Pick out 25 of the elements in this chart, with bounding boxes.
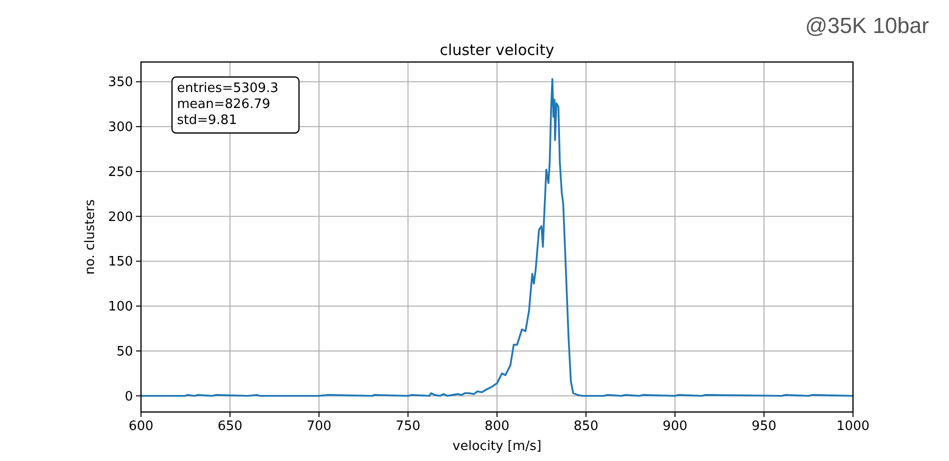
x-tick-label: 650 <box>218 419 242 434</box>
line-series <box>140 78 854 397</box>
y-tick-label: 350 <box>108 75 133 90</box>
x-axis-title: velocity [m/s] <box>452 439 542 454</box>
x-tick-label: 750 <box>396 419 420 434</box>
x-tick-label: 950 <box>752 419 776 434</box>
x-tick-label: 600 <box>128 419 154 434</box>
y-tick-label: 300 <box>108 120 133 136</box>
text: @35K 10bar <box>805 13 929 38</box>
y-tick-label: 250 <box>108 164 133 180</box>
x-tick-label: 800 <box>484 419 510 434</box>
x-tick-label: 900 <box>662 419 688 434</box>
chart-title: cluster velocity <box>440 41 554 59</box>
y-tick-label: 0 <box>124 389 133 404</box>
y-axis-title: no. clusters <box>83 199 98 275</box>
x-tick-label: 850 <box>574 419 598 434</box>
y-tick-label: 200 <box>108 210 133 225</box>
y-tick-label: 50 <box>116 344 133 360</box>
annotation: entries=5309.3 <box>177 81 278 96</box>
y-tick-label: 100 <box>108 300 133 315</box>
x-tick-label: 1000 <box>836 419 870 434</box>
y-tick-label: 150 <box>108 254 133 270</box>
annotation: std=9.81 <box>177 113 237 128</box>
annotation: mean=826.79 <box>177 97 270 112</box>
x-tick-label: 700 <box>306 419 332 434</box>
